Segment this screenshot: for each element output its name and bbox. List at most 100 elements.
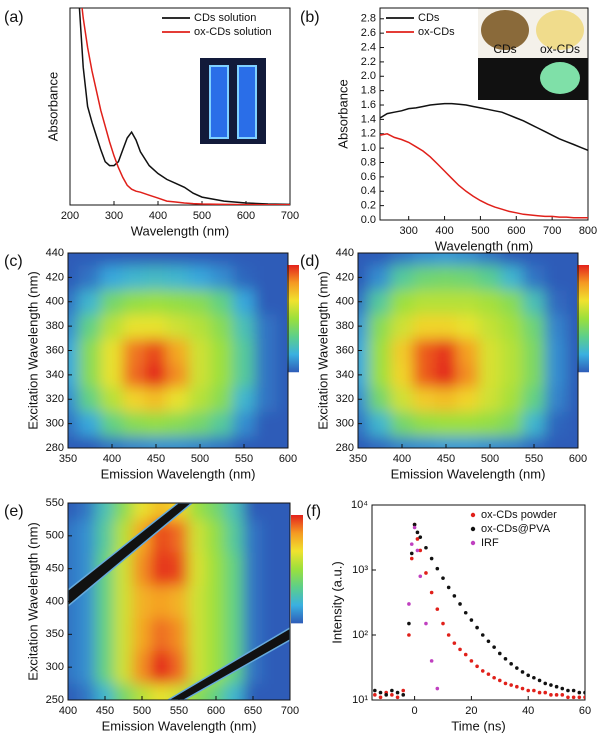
heatmap-cell <box>150 650 171 685</box>
data-point <box>409 542 414 546</box>
heatmap-cell <box>280 650 290 685</box>
heatmap-cell <box>224 551 245 586</box>
data-point <box>480 633 485 637</box>
heatmap-cell <box>144 264 168 291</box>
y-tick-label: 350 <box>46 628 64 640</box>
heatmap-cell <box>224 617 245 652</box>
y-tick-label: 380 <box>336 320 354 332</box>
heatmap-cell <box>210 410 234 437</box>
heatmap-cell <box>280 503 290 520</box>
panel-label: (e) <box>4 503 24 520</box>
heatmap-cell <box>122 410 146 437</box>
y-tick-label: 500 <box>46 530 64 542</box>
heatmap-cell <box>132 584 152 619</box>
heatmap-cell <box>368 410 392 437</box>
y-tick-label: 250 <box>46 694 64 706</box>
heatmap-cell <box>566 410 578 437</box>
heatmap-cell <box>95 683 115 700</box>
heatmap-cell <box>412 410 436 437</box>
y-tick-label: 1.2 <box>361 128 376 140</box>
data-point <box>418 548 423 553</box>
heatmap-cell <box>478 289 502 315</box>
heatmap-cell <box>68 435 80 448</box>
heatmap-cell <box>68 337 80 364</box>
colorbar <box>287 265 299 373</box>
y-tick-label: 0.4 <box>361 185 376 197</box>
data-point <box>492 645 496 649</box>
heatmap-cell <box>276 313 288 339</box>
heatmap-cell <box>456 264 480 291</box>
y-tick-label: 2.8 <box>361 13 376 25</box>
legend-label: ox-CDs solution <box>194 26 272 38</box>
inset-label: CDs <box>493 42 516 56</box>
y-tick-label: 420 <box>336 271 354 283</box>
heatmap-cell <box>522 362 546 388</box>
x-tick-label: 350 <box>349 453 367 465</box>
y-axis-label: Absorbance <box>335 79 350 148</box>
heatmap-cell <box>566 253 578 266</box>
heatmap-cell <box>412 313 436 339</box>
y-tick-label: 360 <box>336 344 354 356</box>
data-point <box>458 647 462 652</box>
heatmap-cell <box>261 503 282 520</box>
heatmap-cell <box>276 337 288 364</box>
heatmap-cell <box>187 518 208 553</box>
y-tick-label: 1.0 <box>361 142 376 154</box>
heatmap-cells <box>358 253 578 448</box>
heatmap-cell <box>280 518 290 553</box>
x-tick-label: 0 <box>412 705 418 717</box>
y-tick-label: 10⁴ <box>351 499 368 511</box>
heatmap-cell <box>390 435 414 448</box>
x-tick-label: 300 <box>400 225 418 237</box>
data-point <box>418 574 423 579</box>
heatmap-cell <box>358 289 370 315</box>
data-point <box>571 688 576 693</box>
heatmap-cell <box>412 435 436 448</box>
heatmap-cell <box>150 551 171 586</box>
heatmap-cell <box>368 264 392 291</box>
heatmap-cell <box>95 650 115 685</box>
legend-swatch <box>470 540 476 546</box>
heatmap-cell <box>122 313 146 339</box>
y-tick-label: 400 <box>46 595 64 607</box>
heatmap-cell <box>232 264 256 291</box>
data-point <box>480 669 485 673</box>
x-tick-label: 40 <box>522 705 534 717</box>
data-point <box>378 690 383 695</box>
heatmap-cell <box>544 264 568 291</box>
heatmap-cell <box>144 386 168 412</box>
heatmap-cell <box>210 289 234 315</box>
heatmap-cell <box>206 584 226 619</box>
heatmap-cell <box>144 410 168 437</box>
heatmap-cell <box>500 435 524 448</box>
heatmap-cell <box>368 289 392 315</box>
lines <box>78 8 290 205</box>
heatmap-cell <box>456 313 480 339</box>
data-point <box>566 688 570 693</box>
heatmap-cell <box>544 313 568 339</box>
heatmap-cell <box>390 337 414 364</box>
heatmap-cell <box>224 503 245 520</box>
heatmap-cell <box>132 617 152 652</box>
x-tick-label: 500 <box>471 225 489 237</box>
data-point <box>469 659 474 663</box>
heatmap-cell <box>261 584 282 619</box>
heatmap-cell <box>210 253 234 266</box>
heatmap-cell <box>166 313 190 339</box>
y-tick-label: 1.4 <box>361 113 376 125</box>
scatter-artifact-band <box>68 503 194 607</box>
data-point <box>509 683 513 687</box>
data-point <box>446 585 451 590</box>
heatmap-cell <box>566 386 578 412</box>
heatmap-cell <box>280 683 290 700</box>
x-axis-label: Wavelength (nm) <box>435 238 534 253</box>
data-line <box>380 133 588 219</box>
heatmap-cell <box>434 386 458 412</box>
heatmap-cell <box>478 313 502 339</box>
x-tick-label: 700 <box>281 705 299 717</box>
heatmap-cell <box>478 337 502 364</box>
heatmap-cell <box>188 386 212 412</box>
data-point <box>526 673 530 678</box>
heatmap-cell <box>261 551 282 586</box>
heatmap-cell <box>68 264 80 291</box>
